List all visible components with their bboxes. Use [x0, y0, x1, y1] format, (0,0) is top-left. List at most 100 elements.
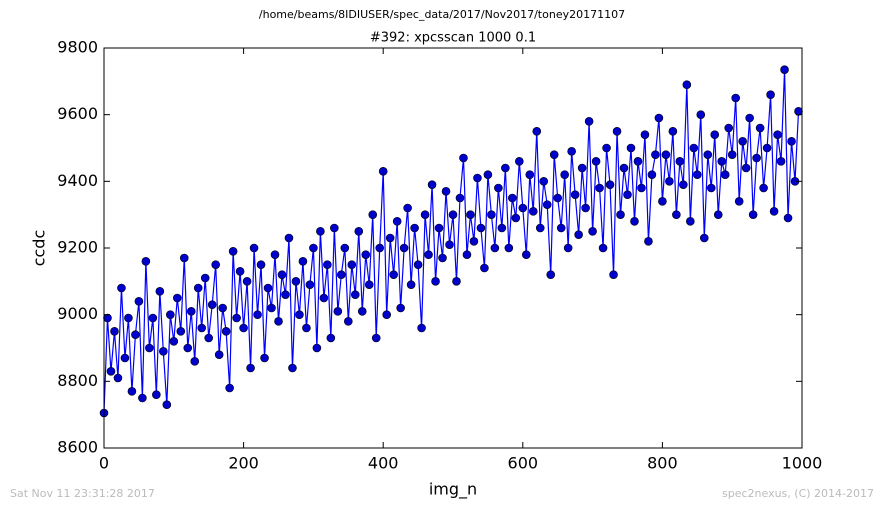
data-point [630, 217, 639, 226]
data-point [295, 310, 304, 319]
data-point [469, 237, 479, 246]
data-point [459, 153, 468, 163]
data-point [350, 290, 360, 299]
data-point [354, 227, 364, 236]
data-point [448, 210, 458, 219]
data-point [298, 257, 308, 266]
data-point [204, 333, 213, 343]
data-point [783, 213, 793, 223]
data-point [710, 130, 720, 139]
data-point [333, 307, 343, 316]
y-tick-label: 8600 [57, 438, 98, 457]
data-point [532, 127, 542, 136]
data-point [727, 150, 737, 159]
data-point [752, 153, 761, 163]
data-point [378, 167, 388, 176]
data-point [302, 323, 311, 333]
data-point [106, 367, 116, 376]
data-point [487, 210, 496, 219]
data-point [699, 233, 709, 243]
data-point [682, 80, 692, 89]
data-point [794, 107, 803, 116]
x-tick-label: 0 [99, 454, 109, 473]
data-point [605, 180, 615, 189]
data-point [343, 317, 353, 326]
y-axis-label: ccdc [30, 230, 49, 267]
data-point [658, 197, 667, 206]
data-point [508, 193, 517, 203]
x-tick-label: 1000 [782, 454, 823, 473]
data-point [581, 203, 590, 213]
data-point [267, 303, 276, 313]
data-point [183, 343, 193, 353]
data-point [312, 343, 322, 353]
data-point [120, 353, 130, 363]
data-point [200, 273, 210, 283]
data-point [239, 323, 248, 333]
data-point [270, 250, 280, 259]
data-point [476, 223, 486, 233]
data-point [616, 210, 625, 219]
data-point [787, 137, 796, 146]
data-point [186, 307, 196, 316]
data-point [417, 323, 426, 333]
data-point [211, 260, 220, 269]
data-point [595, 183, 604, 193]
data-point [141, 257, 151, 266]
data-point [501, 163, 510, 173]
x-tick-label: 600 [508, 454, 539, 473]
data-point [319, 293, 329, 303]
y-tick-label: 9600 [57, 104, 98, 123]
data-point [431, 277, 440, 286]
data-point [246, 363, 255, 373]
data-point [598, 243, 608, 253]
data-point [131, 330, 140, 339]
data-point [420, 210, 430, 219]
data-point [438, 253, 447, 263]
data-point [668, 127, 678, 136]
data-point [706, 183, 716, 193]
data-point [654, 113, 664, 123]
data-point [316, 227, 325, 236]
data-point [221, 327, 231, 336]
data-point [515, 157, 524, 166]
data-point [731, 93, 740, 103]
data-point [214, 350, 224, 359]
data-point [179, 253, 189, 263]
data-point [462, 250, 472, 259]
data-point [724, 123, 734, 133]
data-point [427, 180, 437, 189]
data-point [567, 147, 576, 156]
data-point [326, 333, 336, 343]
data-point [549, 150, 559, 159]
data-point [148, 313, 158, 323]
data-point [574, 230, 583, 239]
data-point [490, 243, 500, 253]
data-point [518, 203, 528, 213]
data-point [235, 267, 245, 276]
y-tick-label: 9800 [57, 38, 98, 57]
data-point [169, 337, 179, 346]
data-point [176, 327, 186, 336]
data-point [253, 310, 262, 319]
data-point [637, 183, 646, 193]
data-point [602, 143, 611, 153]
data-point [103, 313, 112, 323]
data-point [368, 210, 378, 219]
data-point [686, 217, 695, 226]
data-point [738, 137, 747, 146]
data-point [145, 343, 154, 353]
data-point [190, 357, 200, 366]
data-point [696, 110, 706, 119]
x-tick-label: 800 [647, 454, 678, 473]
data-point [689, 143, 699, 153]
data-point [473, 173, 482, 183]
footer-left: Sat Nov 11 23:31:28 2017 [10, 487, 155, 500]
suptitle: /home/beams/8IDIUSER/spec_data/2017/Nov2… [259, 8, 625, 21]
data-point [155, 287, 165, 296]
data-point [260, 353, 269, 363]
data-point [679, 180, 688, 189]
data-point [525, 170, 535, 179]
data-point [563, 243, 573, 253]
data-point [734, 197, 744, 206]
